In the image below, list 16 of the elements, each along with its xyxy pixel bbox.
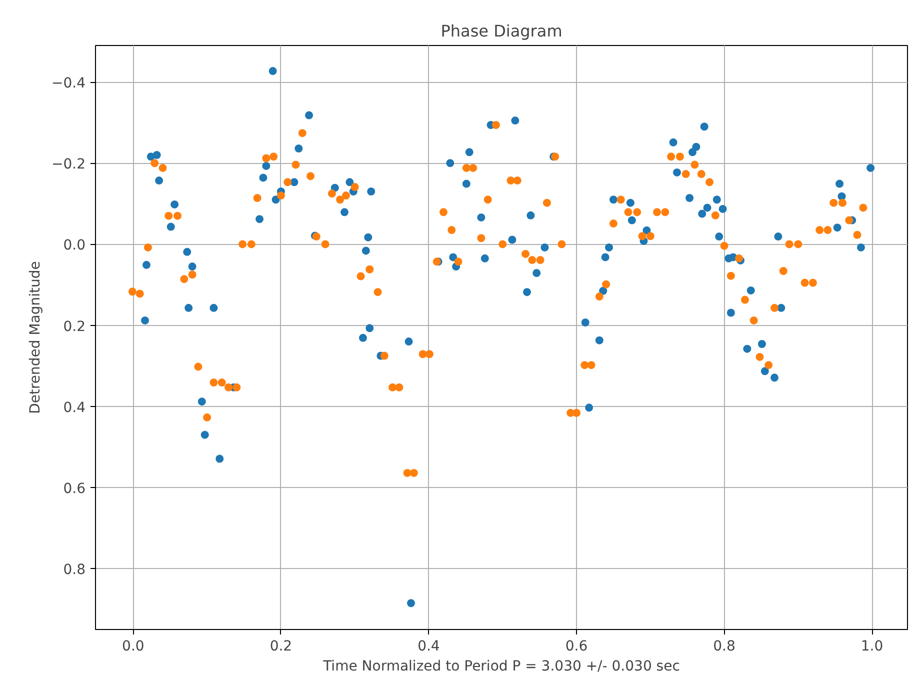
x-tick-label: 0.0	[122, 638, 144, 654]
y-tick-label: 0.4	[63, 400, 86, 416]
y-tick-label: 0.8	[63, 562, 86, 578]
x-tick-label: 1.0	[860, 638, 884, 654]
x-tick-label: 0.8	[713, 638, 736, 654]
y-tick-label: 0.0	[63, 238, 86, 254]
x-tick-label: 0.6	[565, 638, 588, 654]
y-tick-label: 0.2	[63, 318, 86, 335]
chart-title: Phase Diagram	[440, 22, 562, 40]
y-tick-label: 0.6	[63, 481, 86, 498]
y-axis-title: Detrended Magnitude	[28, 261, 44, 414]
x-axis-title: Time Normalized to Period P = 3.030 +/- 0.030 sec	[322, 658, 680, 674]
y-tick-label: −0.4	[52, 76, 86, 92]
y-tick-label: −0.2	[52, 156, 86, 173]
x-tick-label: 0.4	[418, 638, 440, 654]
x-tick-label: 0.2	[270, 638, 292, 654]
